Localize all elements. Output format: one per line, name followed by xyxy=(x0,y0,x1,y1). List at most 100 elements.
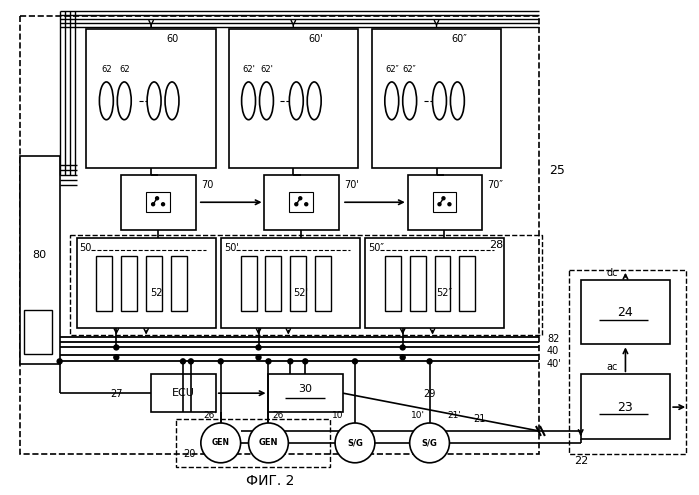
Ellipse shape xyxy=(242,82,256,120)
Text: 70': 70' xyxy=(344,180,359,191)
Circle shape xyxy=(256,355,261,360)
Bar xyxy=(76,238,216,328)
Text: ac: ac xyxy=(607,362,618,372)
Bar xyxy=(221,238,360,328)
Circle shape xyxy=(448,203,451,206)
Text: 40: 40 xyxy=(547,346,559,356)
Text: S/G: S/G xyxy=(421,439,438,447)
Circle shape xyxy=(161,203,164,206)
Circle shape xyxy=(288,359,293,364)
Bar xyxy=(459,256,475,311)
Text: ФИГ. 2: ФИГ. 2 xyxy=(246,474,295,488)
Text: 80: 80 xyxy=(33,250,47,260)
Bar xyxy=(24,310,52,354)
Text: 60: 60 xyxy=(166,34,178,44)
Bar xyxy=(20,155,59,364)
Bar xyxy=(96,256,113,311)
Text: 52': 52' xyxy=(293,288,308,298)
Text: GEN: GEN xyxy=(212,439,230,447)
Text: 27: 27 xyxy=(110,389,122,399)
Text: 10': 10' xyxy=(410,410,424,420)
Circle shape xyxy=(298,197,302,200)
Circle shape xyxy=(156,197,159,200)
Bar xyxy=(385,256,401,311)
Ellipse shape xyxy=(289,82,303,120)
Text: 52: 52 xyxy=(150,288,162,298)
Ellipse shape xyxy=(308,82,321,120)
Bar xyxy=(266,256,282,311)
Bar xyxy=(315,256,331,311)
Circle shape xyxy=(352,359,357,364)
Text: 60': 60' xyxy=(308,34,323,44)
Bar xyxy=(581,280,670,345)
Text: 20: 20 xyxy=(183,449,195,459)
Circle shape xyxy=(427,359,432,364)
Circle shape xyxy=(256,345,261,350)
Text: 28: 28 xyxy=(489,240,503,250)
Bar xyxy=(171,256,187,311)
Text: 60″: 60″ xyxy=(452,34,468,44)
Text: 21: 21 xyxy=(473,414,485,424)
Bar xyxy=(435,256,450,311)
Text: ECU: ECU xyxy=(171,388,194,398)
Bar xyxy=(146,193,170,212)
Bar xyxy=(264,175,339,230)
Circle shape xyxy=(189,359,194,364)
Bar xyxy=(176,419,330,467)
Text: 62″: 62″ xyxy=(403,64,417,73)
Bar xyxy=(290,256,306,311)
Text: 23: 23 xyxy=(618,400,633,414)
Text: 50: 50 xyxy=(80,243,92,253)
Bar xyxy=(433,193,456,212)
Bar xyxy=(581,374,670,439)
Circle shape xyxy=(295,203,298,206)
Circle shape xyxy=(401,345,405,350)
Bar xyxy=(146,256,162,311)
Circle shape xyxy=(249,423,289,463)
Text: 30: 30 xyxy=(298,384,312,394)
Ellipse shape xyxy=(450,82,464,120)
Text: 62': 62' xyxy=(260,64,273,73)
Text: 52″: 52″ xyxy=(436,288,452,298)
Text: 24: 24 xyxy=(618,306,633,319)
Circle shape xyxy=(266,359,271,364)
Ellipse shape xyxy=(147,82,161,120)
Ellipse shape xyxy=(433,82,447,120)
Bar xyxy=(87,29,216,168)
Circle shape xyxy=(305,203,308,206)
Circle shape xyxy=(201,423,240,463)
Circle shape xyxy=(401,355,405,360)
Text: 62': 62' xyxy=(242,64,255,73)
Bar xyxy=(569,270,686,454)
Bar xyxy=(372,29,501,168)
Text: 21': 21' xyxy=(447,410,461,420)
Bar xyxy=(70,235,542,335)
Bar xyxy=(151,374,216,412)
Text: dc: dc xyxy=(607,268,619,278)
Bar xyxy=(410,256,426,311)
Circle shape xyxy=(114,355,119,360)
Bar xyxy=(240,256,257,311)
Circle shape xyxy=(335,423,375,463)
Text: 29: 29 xyxy=(424,389,435,399)
Text: 40': 40' xyxy=(547,359,561,369)
Bar xyxy=(365,238,504,328)
Bar xyxy=(289,193,313,212)
Text: 10: 10 xyxy=(332,410,344,420)
Text: 70″: 70″ xyxy=(487,180,503,191)
Circle shape xyxy=(303,359,308,364)
Text: S/G: S/G xyxy=(347,439,363,447)
Circle shape xyxy=(180,359,185,364)
Circle shape xyxy=(218,359,223,364)
Ellipse shape xyxy=(117,82,131,120)
Text: 25: 25 xyxy=(549,164,565,177)
Circle shape xyxy=(410,423,449,463)
Bar xyxy=(122,256,137,311)
Ellipse shape xyxy=(99,82,113,120)
Circle shape xyxy=(57,359,62,364)
Circle shape xyxy=(438,203,441,206)
Ellipse shape xyxy=(259,82,273,120)
Bar xyxy=(122,175,196,230)
Bar xyxy=(20,16,539,454)
Circle shape xyxy=(152,203,154,206)
